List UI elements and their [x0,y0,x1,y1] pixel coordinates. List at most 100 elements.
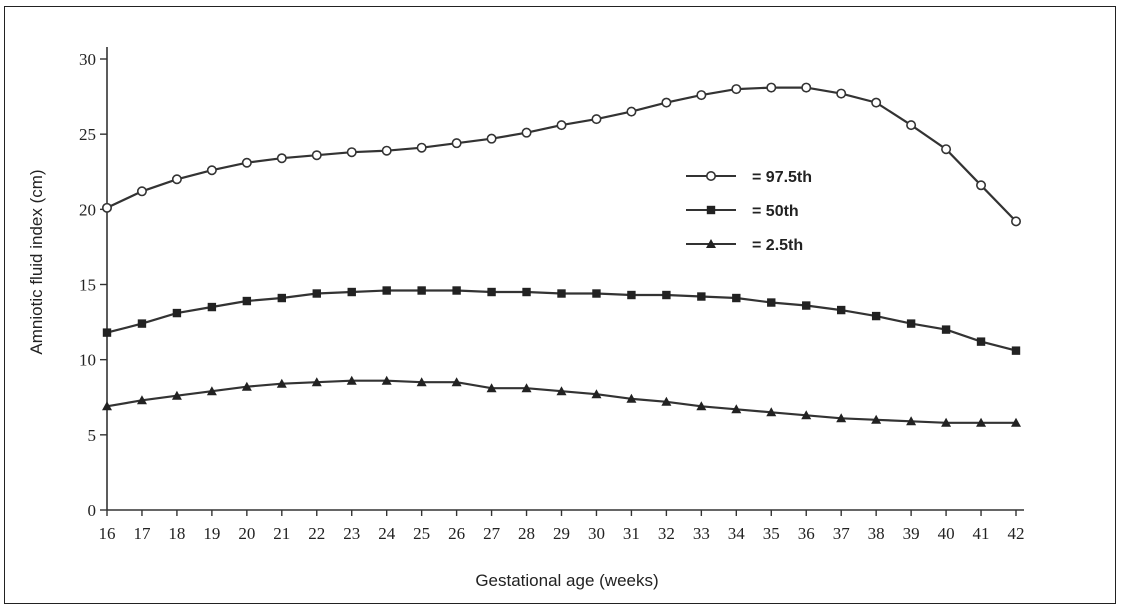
x-tick-label-34: 34 [728,524,746,543]
legend-item-circle: = 97.5th [686,169,812,186]
point-square-33 [697,292,706,301]
point-square-34 [732,293,741,303]
point-triangle-31 [626,393,637,403]
x-tick-label-21: 21 [273,524,290,543]
x-tick-label-19: 19 [203,524,220,543]
point-triangle-37 [836,413,847,423]
x-tick-label-16: 16 [99,524,116,543]
point-circle-27 [486,133,497,144]
point-circle-25 [416,142,427,153]
point-square-24 [382,286,391,295]
point-square-26 [452,286,461,295]
x-tick-label-41: 41 [973,524,990,543]
point-triangle-35 [766,407,777,417]
point-triangle-29 [556,386,567,396]
point-circle-26 [451,138,462,149]
point-square-19 [207,302,217,312]
point-triangle-39 [906,416,917,426]
x-tick-label-33: 33 [693,524,710,543]
point-circle-29 [556,120,567,131]
point-triangle-33 [696,401,707,411]
point-circle-21 [276,153,287,164]
x-tick-label-20: 20 [238,524,255,543]
y-tick-label-20: 20 [79,200,96,219]
x-tick-label-30: 30 [588,524,605,543]
point-square-29 [557,289,566,298]
point-circle-28 [521,127,532,138]
y-tick-label-30: 30 [79,50,96,69]
point-square-21 [277,293,287,303]
x-tick-label-28: 28 [518,524,535,543]
x-axis-title: Gestational age (weeks) [475,571,658,590]
point-square-38 [871,311,881,321]
x-tick-label-26: 26 [448,524,465,543]
legend: = 97.5th = 50th = 2.5th [686,169,812,254]
point-triangle-40 [941,417,952,427]
point-square-23 [347,287,356,297]
point-square-39 [906,319,916,328]
point-square-41 [976,337,986,346]
point-triangle-25 [416,377,427,387]
point-square-22 [312,289,321,298]
point-square-32 [662,290,671,300]
point-circle-31 [626,106,637,117]
point-square-31 [627,290,636,300]
point-triangle-22 [311,377,322,387]
chart-frame [4,6,1116,604]
x-tick-label-32: 32 [658,524,675,543]
point-square-20 [242,296,252,306]
point-triangle-30 [591,389,602,399]
point-triangle-34 [731,404,742,414]
x-tick-label-24: 24 [378,524,396,543]
point-triangle-20 [241,381,252,391]
point-circle-32 [661,97,672,108]
x-tick-label-39: 39 [903,524,920,543]
point-circle-35 [766,82,777,93]
point-triangle-21 [276,378,287,388]
series-square [102,286,1021,355]
point-triangle-19 [206,386,217,396]
series-circle [102,82,1021,227]
x-tick-label-38: 38 [868,524,885,543]
point-circle-39 [906,120,917,131]
point-triangle-23 [346,375,357,385]
legend-label-square: = 50th [752,203,799,220]
legend-item-square: = 50th [686,203,799,220]
x-tick-label-17: 17 [133,524,151,543]
legend-marker-circle [705,171,716,182]
point-square-25 [417,286,426,295]
y-tick-label-5: 5 [88,426,97,445]
point-circle-34 [731,84,742,95]
legend-marker-square [706,205,716,215]
point-square-18 [172,308,182,318]
legend-marker-triangle [706,239,716,248]
x-tick-label-42: 42 [1008,524,1025,543]
point-triangle-38 [871,414,882,424]
legend-item-triangle: = 2.5th [686,237,803,254]
point-circle-33 [696,90,707,101]
point-triangle-27 [486,383,497,393]
y-tick-label-0: 0 [88,501,97,520]
point-triangle-36 [801,410,812,420]
series-layer [102,82,1021,427]
x-tick-label-23: 23 [343,524,360,543]
x-tick-label-29: 29 [553,524,570,543]
legend-label-circle: = 97.5th [752,169,812,186]
point-circle-38 [871,97,882,108]
series-triangle [102,375,1021,427]
point-circle-42 [1010,216,1021,227]
point-triangle-17 [136,395,147,405]
point-circle-24 [381,145,392,156]
point-square-17 [137,319,147,328]
point-square-35 [767,298,776,307]
point-circle-30 [591,114,602,125]
x-tick-label-36: 36 [798,524,815,543]
point-circle-16 [102,202,113,213]
point-circle-41 [976,180,987,191]
axes: 0 5 10 15 20 25 30 16 17 18 19 20 21 22 23 24 25 26 27 28 29… [79,47,1025,543]
point-triangle-32 [661,396,672,406]
point-circle-23 [346,147,357,158]
point-square-37 [836,305,846,315]
point-square-27 [487,287,496,297]
